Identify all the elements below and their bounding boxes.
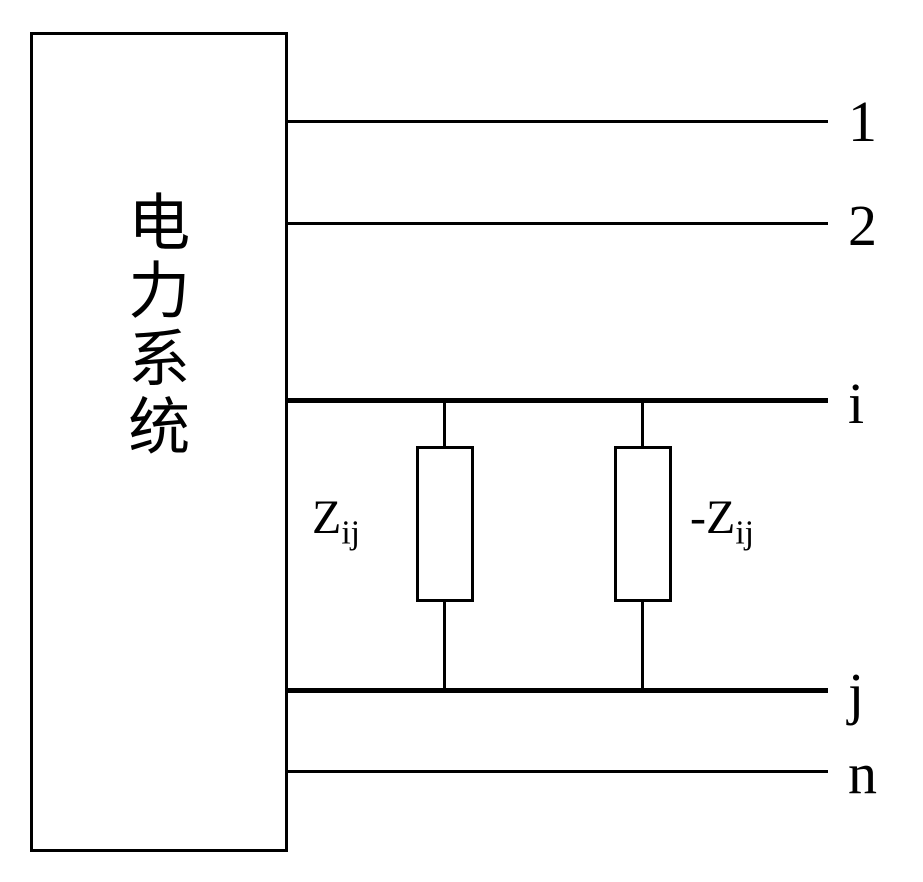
impedance-label-zij: Zij — [312, 490, 360, 553]
power-system-label: 电力系统 — [116, 190, 187, 462]
bus-line-busi — [288, 398, 828, 403]
bus-line-bus2 — [288, 222, 828, 225]
bus-line-busj — [288, 688, 828, 693]
impedance-box-neg-zij — [614, 446, 672, 602]
bus-label-bus2: 2 — [848, 192, 877, 259]
impedance-label-neg-zij: -Zij — [690, 490, 754, 553]
bus-label-busn: n — [848, 740, 877, 807]
bus-line-bus1 — [288, 120, 828, 123]
impedance-box-zij — [416, 446, 474, 602]
bus-line-busn — [288, 770, 828, 773]
connector-bottom-neg-zij — [641, 602, 644, 690]
bus-label-busi: i — [848, 370, 864, 437]
bus-label-busj: j — [848, 660, 864, 727]
connector-bottom-zij — [443, 602, 446, 690]
connector-top-zij — [443, 400, 446, 446]
connector-top-neg-zij — [641, 400, 644, 446]
bus-label-bus1: 1 — [848, 88, 877, 155]
